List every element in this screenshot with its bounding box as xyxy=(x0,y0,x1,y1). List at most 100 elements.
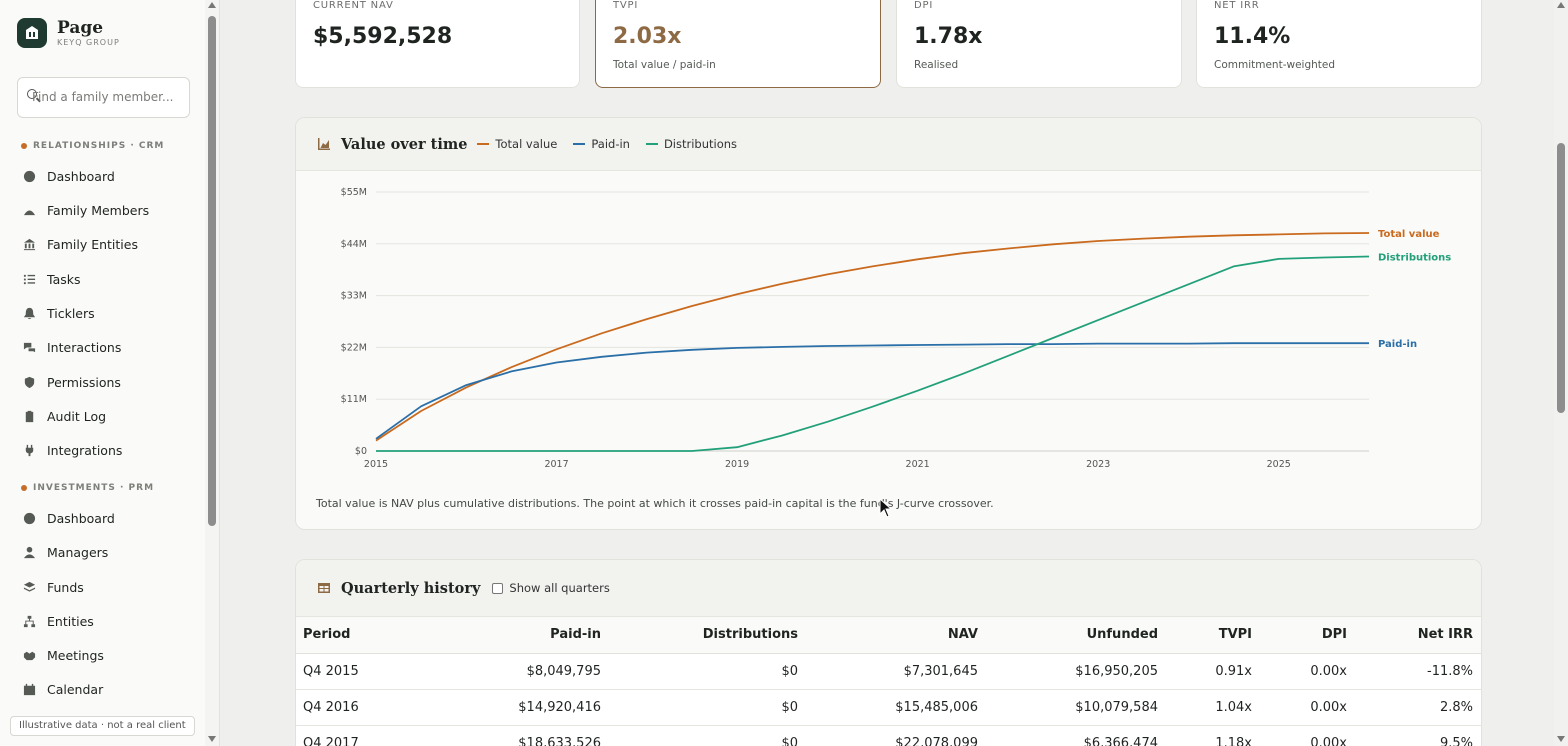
kpi-subtitle: Realised xyxy=(914,59,959,71)
sidebar-item-interactions[interactable]: Interactions xyxy=(22,337,121,357)
main-scrollbar[interactable] xyxy=(1554,0,1568,746)
y-tick-label: $0 xyxy=(355,446,367,457)
scroll-down-arrow-icon[interactable] xyxy=(208,736,216,742)
table-cell: $22,078,099 xyxy=(806,725,986,746)
column-header[interactable]: DPI xyxy=(1260,617,1355,654)
table-cell: $8,049,795 xyxy=(416,653,609,690)
legend-item-total-value[interactable]: Total value xyxy=(477,137,557,151)
quarterly-history-table: Period Paid-in Distributions NAV Unfunde… xyxy=(296,617,1481,746)
table-header-row: Period Paid-in Distributions NAV Unfunde… xyxy=(296,617,1481,654)
table-cell: $0 xyxy=(609,653,806,690)
x-tick-label: 2017 xyxy=(544,459,568,470)
series-line-total-value xyxy=(375,232,1370,442)
handshake-icon xyxy=(22,648,36,662)
sidebar-item-permissions[interactable]: Permissions xyxy=(22,372,121,392)
table-cell: 0.00x xyxy=(1260,653,1355,690)
column-header[interactable]: NAV xyxy=(806,617,986,654)
sidebar-item-family-members[interactable]: Family Members xyxy=(22,200,149,220)
kpi-subtitle: Total value / paid-in xyxy=(613,59,716,71)
table-cell: Q4 2016 xyxy=(296,689,416,726)
table-cell: Q4 2017 xyxy=(296,725,416,746)
column-header[interactable]: Unfunded xyxy=(986,617,1166,654)
x-tick-label: 2023 xyxy=(1086,459,1110,470)
table-cell: 1.18x xyxy=(1166,725,1260,746)
table-cell: $10,079,584 xyxy=(986,689,1166,726)
kpi-value: 1.78x xyxy=(914,24,983,49)
table-row[interactable]: Q4 2015 $8,049,795 $0 $7,301,645 $16,950… xyxy=(296,653,1481,690)
table-cell: 9.5% xyxy=(1355,725,1481,746)
brand[interactable]: Page KEYQ GROUP xyxy=(17,18,120,48)
table-cell: $15,485,006 xyxy=(806,689,986,726)
kpi-value: $5,592,528 xyxy=(313,24,453,49)
sidebar-item-integrations[interactable]: Integrations xyxy=(22,440,122,460)
table-row[interactable]: Q4 2016 $14,920,416 $0 $15,485,006 $10,0… xyxy=(296,689,1481,726)
kpi-card-net-irr[interactable]: NET IRR 11.4% Commitment-weighted xyxy=(1196,0,1482,88)
sidebar-item-meetings[interactable]: Meetings xyxy=(22,645,104,665)
table-cell: -11.8% xyxy=(1355,653,1481,690)
area-chart-icon xyxy=(318,138,330,150)
search-input[interactable] xyxy=(32,90,182,104)
chart-note: Total value is NAV plus cumulative distr… xyxy=(316,497,994,510)
hierarchy-icon xyxy=(22,614,36,628)
sidebar-item-ticklers[interactable]: Ticklers xyxy=(22,303,95,323)
brand-name: Page xyxy=(57,18,104,38)
kpi-label: CURRENT NAV xyxy=(313,0,394,11)
value-over-time-card: Value over time Total value Paid-in Dist… xyxy=(295,117,1482,530)
table-cell: 0.00x xyxy=(1260,725,1355,746)
value-over-time-chart: $0 $11M $22M $33M $44M $55M 2015 2017 2019 2021 20… xyxy=(341,187,1452,470)
show-all-quarters-checkbox[interactable] xyxy=(492,582,504,594)
scroll-up-arrow-icon[interactable] xyxy=(1557,2,1565,8)
sidebar-item-entities[interactable]: Entities xyxy=(22,611,94,631)
column-header[interactable]: TVPI xyxy=(1166,617,1260,654)
table-title: Quarterly history xyxy=(341,579,481,597)
legend-item-paid-in[interactable]: Paid-in xyxy=(573,137,630,151)
table-cell: 0.00x xyxy=(1260,689,1355,726)
legend-item-distributions[interactable]: Distributions xyxy=(645,137,737,151)
table-cell: $14,920,416 xyxy=(416,689,609,726)
bank-icon xyxy=(22,237,36,251)
table-cell: 1.04x xyxy=(1166,689,1260,726)
section-dot xyxy=(21,485,27,491)
sidebar-scroll-thumb[interactable] xyxy=(208,16,216,526)
series-end-label-paid-in: Paid-in xyxy=(1378,339,1417,350)
sidebar-item-crm-dashboard[interactable]: Dashboard xyxy=(22,166,115,186)
kpi-card-tvpi[interactable]: TVPI 2.03x Total value / paid-in xyxy=(595,0,881,88)
x-tick-label: 2025 xyxy=(1267,459,1291,470)
scroll-down-arrow-icon[interactable] xyxy=(1557,736,1565,742)
sidebar-item-prm-dashboard[interactable]: Dashboard xyxy=(22,508,115,528)
mouse-cursor-icon xyxy=(879,498,893,518)
main-scroll-thumb[interactable] xyxy=(1557,143,1565,413)
illustrative-data-badge: Illustrative data · not a real client xyxy=(10,716,195,736)
section-label-crm: RELATIONSHIPS · CRM xyxy=(21,141,164,151)
table-row[interactable]: Q4 2017 $18,633,526 $0 $22,078,099 $6,36… xyxy=(296,725,1481,746)
x-tick-label: 2019 xyxy=(725,459,749,470)
layers-icon xyxy=(22,580,36,594)
table-cell: 2.8% xyxy=(1355,689,1481,726)
sidebar-scrollbar[interactable] xyxy=(205,0,219,746)
y-tick-label: $33M xyxy=(341,291,367,302)
series-line-paid-in xyxy=(375,342,1369,440)
show-all-quarters-label[interactable]: Show all quarters xyxy=(509,581,610,595)
sidebar-item-calendar[interactable]: Calendar xyxy=(22,679,103,699)
table-cell: 0.91x xyxy=(1166,653,1260,690)
column-header[interactable]: Distributions xyxy=(609,617,806,654)
kpi-card-current-nav[interactable]: CURRENT NAV $5,592,528 xyxy=(295,0,580,88)
chart-title: Value over time xyxy=(341,135,468,153)
plug-icon xyxy=(22,443,36,457)
y-tick-label: $55M xyxy=(341,187,367,198)
table-cell: $7,301,645 xyxy=(806,653,986,690)
kpi-card-dpi[interactable]: DPI 1.78x Realised xyxy=(896,0,1182,88)
table-card-header: Quarterly history Show all quarters xyxy=(296,560,1481,617)
sidebar-item-managers[interactable]: Managers xyxy=(22,542,108,562)
sidebar-item-tasks[interactable]: Tasks xyxy=(22,269,81,289)
sidebar-item-audit-log[interactable]: Audit Log xyxy=(22,406,106,426)
scroll-up-arrow-icon[interactable] xyxy=(208,2,216,8)
series-line-distributions xyxy=(376,255,1370,452)
table-icon xyxy=(318,583,330,593)
column-header[interactable]: Period xyxy=(296,617,416,654)
column-header[interactable]: Paid-in xyxy=(416,617,609,654)
x-tick-label: 2021 xyxy=(906,459,930,470)
column-header[interactable]: Net IRR xyxy=(1355,617,1481,654)
sidebar-item-funds[interactable]: Funds xyxy=(22,577,84,597)
sidebar-item-family-entities[interactable]: Family Entities xyxy=(22,234,138,254)
